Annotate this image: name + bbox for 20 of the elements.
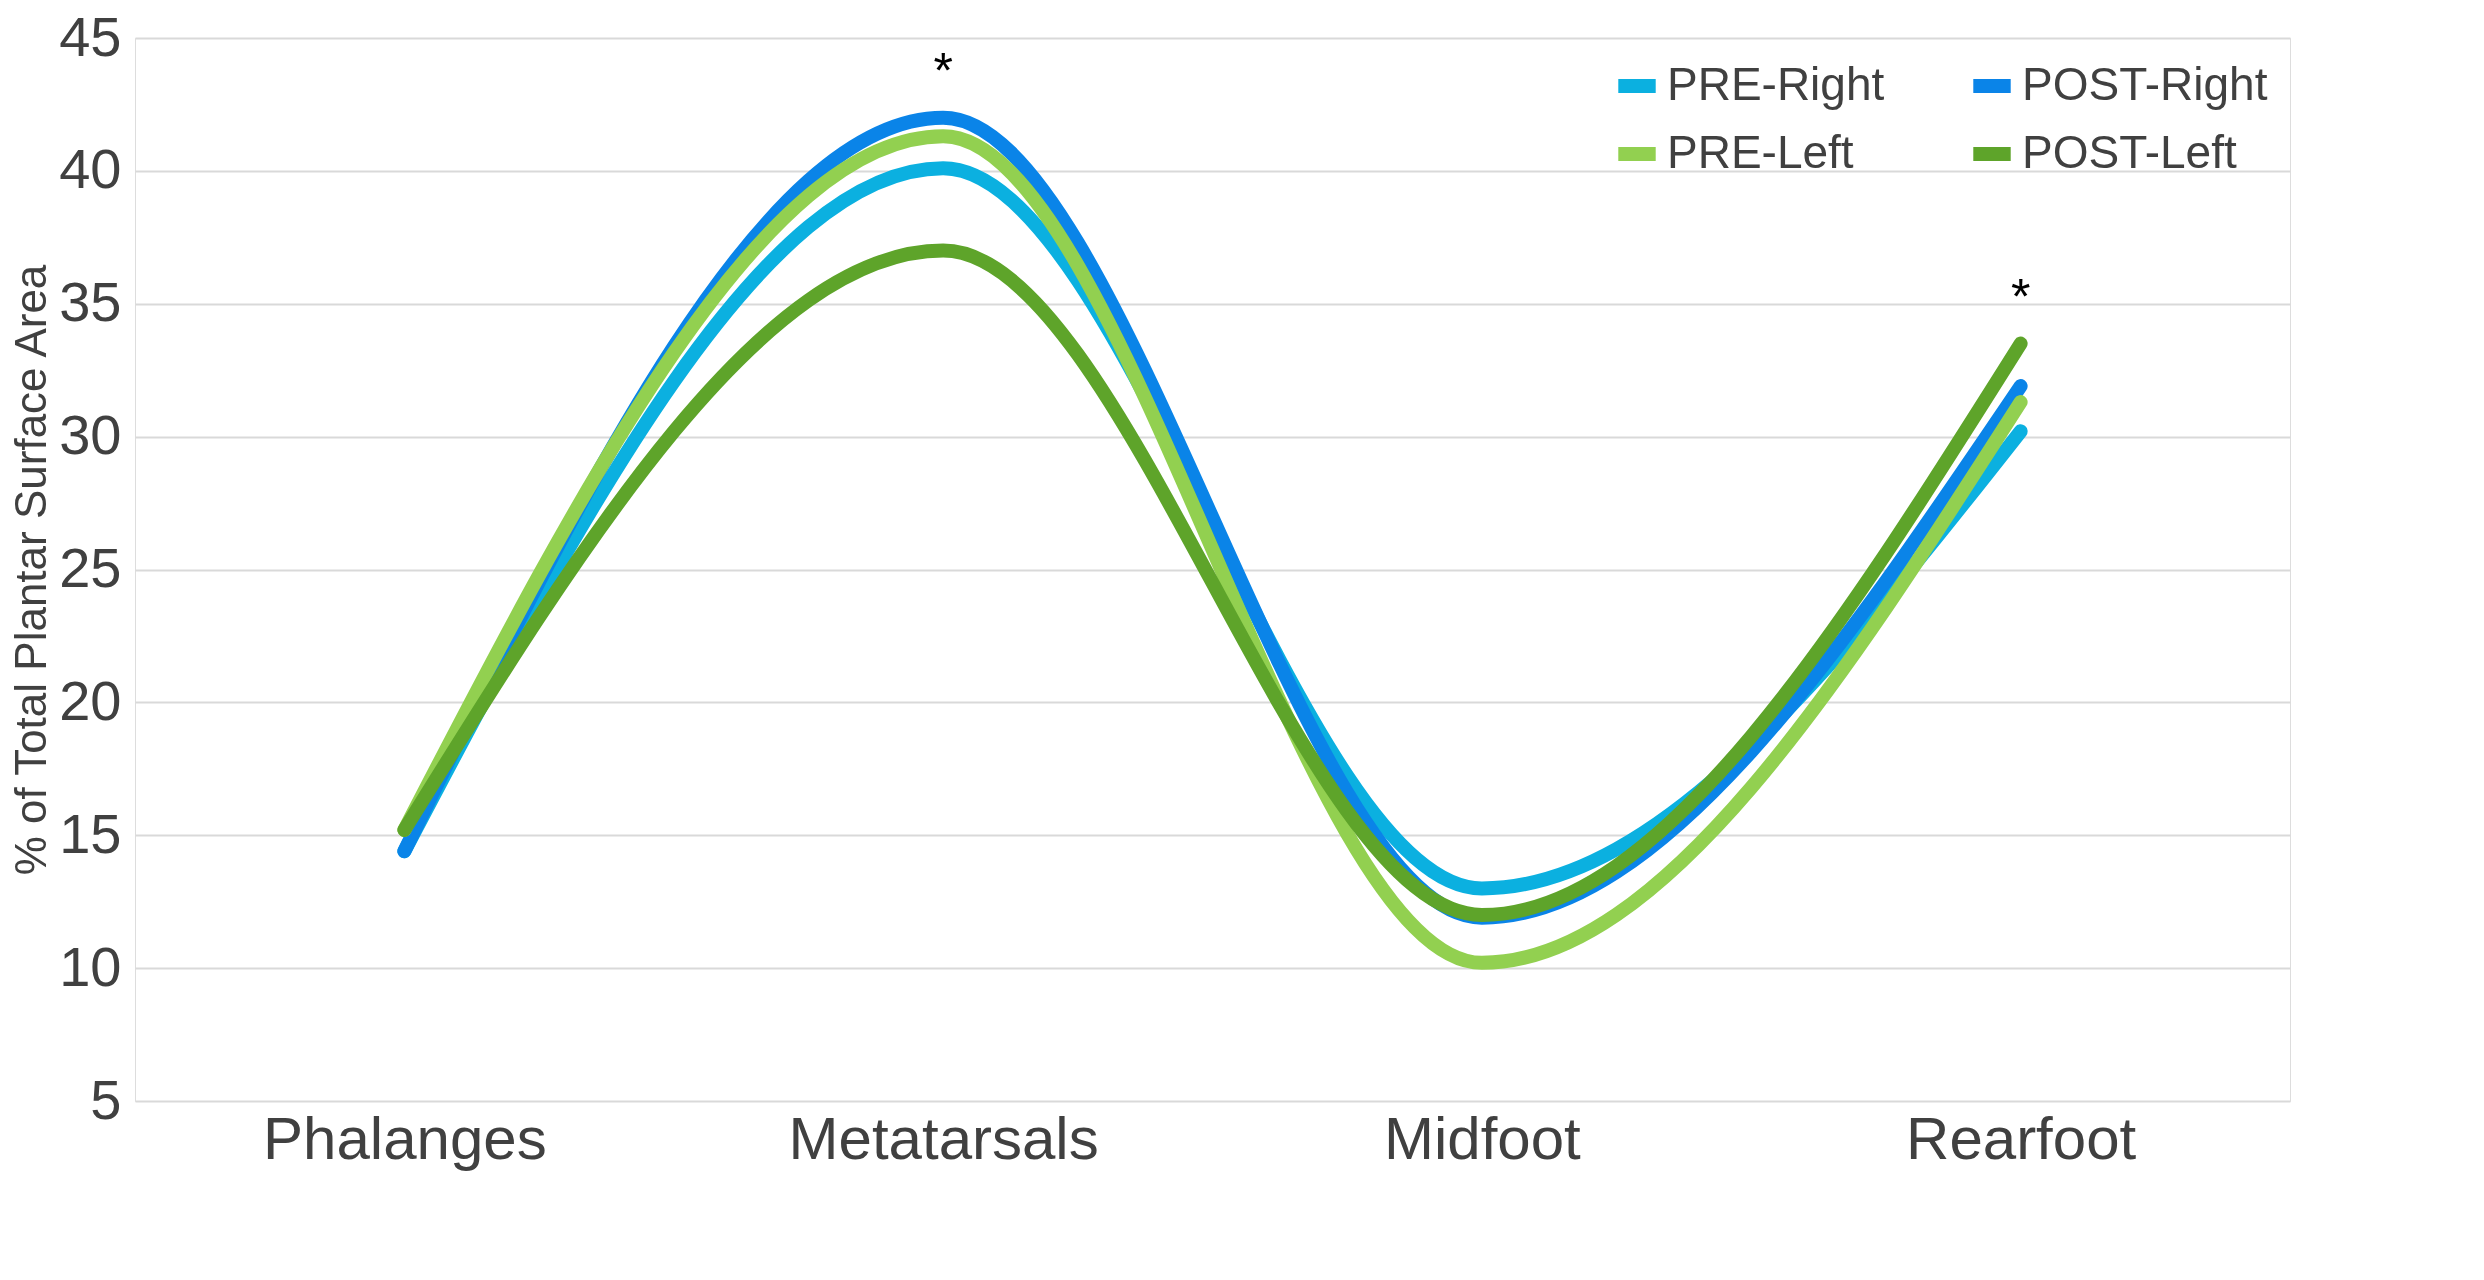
x-tick-label: Metatarsals (788, 1104, 1099, 1172)
y-tick-label: 35 (59, 270, 122, 334)
x-tick-label: Midfoot (1383, 1104, 1582, 1172)
y-tick-label: 20 (59, 668, 122, 732)
legend-label: PRE-Right (1667, 58, 1885, 110)
legend-label: POST-Left (2022, 126, 2237, 178)
y-axis-title: % of Total Plantar Surface Area (6, 264, 56, 876)
y-tick-label: 5 (90, 1067, 122, 1131)
annotation: * (933, 42, 953, 99)
y-tick-label: 30 (59, 403, 122, 467)
y-tick-label: 25 (59, 536, 122, 599)
legend-label: POST-Right (2022, 58, 2268, 110)
legend-label: PRE-Left (1667, 126, 1854, 178)
y-tick-label: 40 (59, 137, 122, 201)
x-tick-label: Rearfoot (1906, 1104, 2137, 1172)
y-tick-label: 15 (59, 801, 122, 865)
annotation: * (2010, 268, 2031, 325)
y-tick-label: 45 (59, 4, 122, 68)
x-tick-label: Phalanges (263, 1104, 547, 1172)
y-tick-label: 10 (59, 934, 122, 998)
